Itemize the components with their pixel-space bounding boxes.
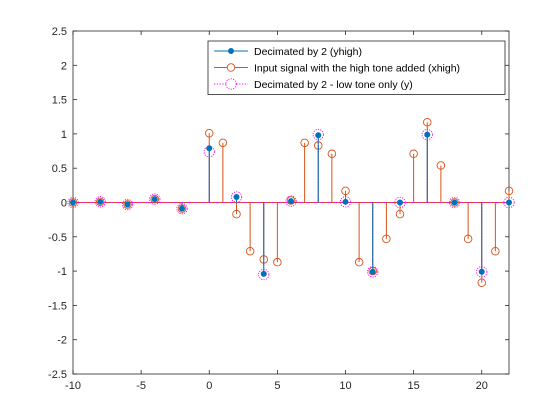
y-tick-label: 0.5	[52, 163, 67, 175]
stem-marker	[95, 197, 105, 207]
stem-marker	[94, 196, 106, 208]
y-tick-label: -0.5	[48, 232, 67, 244]
stem-marker	[341, 186, 350, 196]
legend-marker	[227, 48, 234, 55]
legend-item: Decimated by 2 (yhigh)	[214, 46, 362, 58]
stem-marker	[367, 266, 379, 278]
stem-marker	[245, 246, 255, 256]
stem-marker	[151, 196, 158, 203]
y-tick-label: -2	[57, 335, 67, 347]
legend-marker	[226, 63, 236, 72]
legend-item: Decimated by 2 - low tone only (y)	[214, 78, 413, 91]
stem-marker	[149, 193, 161, 205]
stem-marker	[477, 278, 487, 288]
stem-marker	[503, 196, 515, 209]
x-tick-label: 15	[408, 380, 420, 392]
stem-marker	[300, 138, 309, 148]
series-0	[70, 131, 512, 277]
stem-marker	[423, 117, 432, 127]
stem-marker	[504, 186, 514, 196]
y-tick-label: 0	[61, 198, 67, 210]
stem-marker	[232, 209, 241, 219]
stem-marker	[505, 199, 512, 206]
y-tick-label: 1.5	[52, 95, 67, 107]
stem-marker	[396, 199, 403, 206]
stem-marker	[70, 199, 77, 206]
x-tick-label: -5	[136, 380, 146, 392]
stem-marker	[260, 270, 267, 277]
stem-marker	[339, 196, 352, 208]
legend-item: Input signal with the high tone added (x…	[214, 63, 460, 75]
y-tick-label: -1	[57, 266, 67, 278]
stem-marker	[273, 257, 282, 267]
stem-marker	[395, 209, 405, 219]
legend-label: Decimated by 2 - low tone only (y)	[254, 79, 413, 91]
stem-marker	[491, 246, 500, 256]
legend-box	[207, 40, 506, 95]
stem-marker	[218, 138, 228, 148]
y-tick-label: -1.5	[48, 300, 67, 312]
stem-marker	[204, 128, 214, 138]
stem-marker	[97, 198, 104, 205]
legend-marker	[225, 78, 237, 90]
stem-marker	[150, 194, 159, 204]
stem-marker	[123, 200, 132, 209]
stem-marker	[67, 196, 79, 209]
stem-marker	[68, 198, 78, 207]
series-layer	[67, 117, 515, 288]
x-tick-label: -10	[65, 380, 81, 392]
stem-marker	[382, 234, 391, 244]
stem-marker	[478, 268, 485, 275]
legend-label: Input signal with the high tone added (x…	[254, 63, 460, 75]
stem-marker	[327, 149, 337, 159]
stem-marker	[233, 194, 240, 201]
x-tick-label: 0	[206, 380, 212, 392]
stem-marker	[258, 268, 270, 281]
stem-marker	[354, 257, 364, 267]
stem-marker	[286, 196, 296, 205]
y-tick-label: 1	[61, 129, 67, 141]
stem-marker	[176, 203, 188, 215]
stem-marker	[124, 201, 131, 208]
legend: Decimated by 2 (yhigh) Input signal with …	[207, 40, 506, 95]
stem-marker	[178, 205, 185, 212]
stem-marker	[285, 195, 297, 207]
stem-marker	[409, 149, 418, 159]
x-tick-label: 20	[476, 380, 488, 392]
x-tick-label: 10	[339, 380, 351, 392]
stem-marker	[450, 198, 459, 207]
stem-marker	[287, 198, 294, 205]
stem-marker	[451, 199, 458, 206]
stem-marker	[342, 198, 349, 205]
stem-marker	[436, 161, 446, 170]
y-tick-label: -2.5	[48, 369, 67, 381]
y-tick-label: 2.5	[52, 26, 67, 38]
stem-marker	[315, 132, 322, 139]
stem-marker	[206, 145, 213, 152]
x-tick-label: 5	[274, 380, 280, 392]
stem-marker	[121, 198, 134, 211]
stem-marker	[463, 234, 473, 244]
series-1	[68, 117, 514, 288]
legend-label: Decimated by 2 (yhigh)	[254, 46, 362, 58]
stem-marker	[424, 131, 431, 138]
y-tick-label: 2	[61, 60, 67, 72]
stem-marker	[448, 196, 461, 209]
stem-marker	[369, 268, 376, 275]
